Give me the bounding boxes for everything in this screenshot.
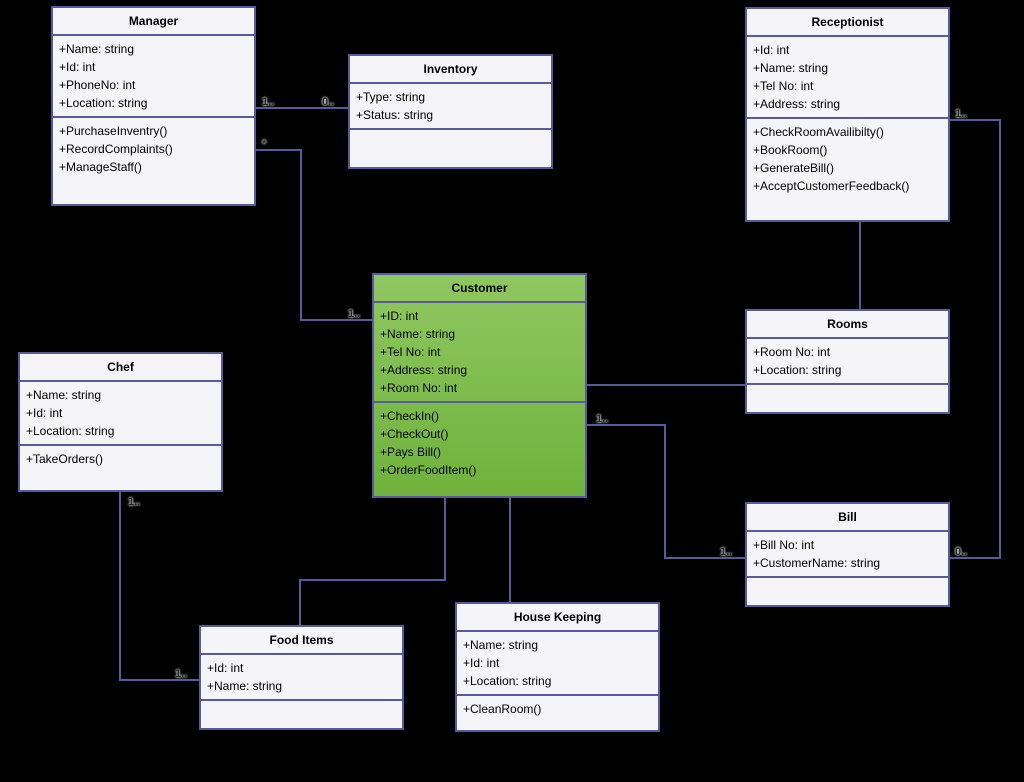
class-methods [747,578,948,604]
multiplicity-label: 1.. [348,308,360,320]
multiplicity-label: * [262,138,266,150]
class-member: +OrderFoodItem() [380,461,579,479]
class-member: +CheckOut() [380,425,579,443]
class-methods [350,130,551,156]
class-attrs: +Name: string+Id: int+PhoneNo: int+Locat… [53,36,254,118]
class-attrs: +Id: int+Name: string [201,655,402,701]
class-chef: Chef +Name: string+Id: int+Location: str… [18,352,223,492]
class-receptionist: Receptionist +Id: int+Name: string+Tel N… [745,7,950,222]
class-rooms: Rooms +Room No: int+Location: string [745,309,950,414]
class-member: +Location: string [463,672,652,690]
class-title: Food Items [201,627,402,655]
class-member: +Location: string [753,361,942,379]
multiplicity-label: 1.. [720,546,732,558]
class-methods [747,385,948,411]
class-title: Bill [747,504,948,532]
multiplicity-label: 1.. [175,668,187,680]
class-customer: Customer +ID: int+Name: string+Tel No: i… [372,273,587,498]
class-member: +Tel No: int [380,343,579,361]
class-member: +Id: int [753,41,942,59]
class-member: +Address: string [380,361,579,379]
class-methods: +PurchaseInventry()+RecordComplaints()+M… [53,118,254,180]
class-member: +Type: string [356,88,545,106]
class-member: +RecordComplaints() [59,140,248,158]
class-member: +PurchaseInventry() [59,122,248,140]
class-fooditems: Food Items +Id: int+Name: string [199,625,404,730]
class-member: +Location: string [26,422,215,440]
class-member: +Name: string [753,59,942,77]
class-member: +ManageStaff() [59,158,248,176]
class-attrs: +Type: string+Status: string [350,84,551,130]
class-title: Inventory [350,56,551,84]
class-member: +BookRoom() [753,141,942,159]
class-attrs: +Bill No: int+CustomerName: string [747,532,948,578]
class-title: House Keeping [457,604,658,632]
multiplicity-label: 0.. [955,546,967,558]
class-member: +TakeOrders() [26,450,215,468]
class-member: +Name: string [26,386,215,404]
class-attrs: +Name: string+Id: int+Location: string [457,632,658,696]
class-methods: +CleanRoom() [457,696,658,722]
class-title: Rooms [747,311,948,339]
class-member: +CustomerName: string [753,554,942,572]
class-attrs: +Name: string+Id: int+Location: string [20,382,221,446]
class-methods [201,701,402,727]
class-member: +Name: string [380,325,579,343]
class-member: +Id: int [463,654,652,672]
class-member: +Location: string [59,94,248,112]
class-attrs: +Room No: int+Location: string [747,339,948,385]
class-member: +PhoneNo: int [59,76,248,94]
class-member: +CheckIn() [380,407,579,425]
class-member: +CheckRoomAvailibilty() [753,123,942,141]
class-member: +Tel No: int [753,77,942,95]
class-member: +Name: string [207,677,396,695]
multiplicity-label: 1.. [596,413,608,425]
multiplicity-label: 0.. [322,96,334,108]
class-member: +Id: int [26,404,215,422]
class-methods: +CheckIn()+CheckOut()+Pays Bill()+OrderF… [374,403,585,483]
class-title: Receptionist [747,9,948,37]
class-member: +Address: string [753,95,942,113]
class-title: Customer [374,275,585,303]
class-manager: Manager +Name: string+Id: int+PhoneNo: i… [51,6,256,206]
class-inventory: Inventory +Type: string+Status: string [348,54,553,169]
diagram-canvas: Manager +Name: string+Id: int+PhoneNo: i… [0,0,1024,782]
class-member: +Room No: int [380,379,579,397]
multiplicity-label: 1.. [955,108,967,120]
class-member: +ID: int [380,307,579,325]
class-methods: +TakeOrders() [20,446,221,472]
class-bill: Bill +Bill No: int+CustomerName: string [745,502,950,607]
class-title: Chef [20,354,221,382]
class-member: +Status: string [356,106,545,124]
class-member: +Bill No: int [753,536,942,554]
class-housekeeping: House Keeping +Name: string+Id: int+Loca… [455,602,660,732]
class-member: +Id: int [207,659,396,677]
class-member: +Id: int [59,58,248,76]
class-title: Manager [53,8,254,36]
class-member: +CleanRoom() [463,700,652,718]
class-member: +AcceptCustomerFeedback() [753,177,942,195]
class-member: +Pays Bill() [380,443,579,461]
class-attrs: +ID: int+Name: string+Tel No: int+Addres… [374,303,585,403]
class-member: +GenerateBill() [753,159,942,177]
class-attrs: +Id: int+Name: string+Tel No: int+Addres… [747,37,948,119]
multiplicity-label: 1.. [262,96,274,108]
class-member: +Room No: int [753,343,942,361]
class-member: +Name: string [463,636,652,654]
multiplicity-label: 1.. [128,496,140,508]
class-member: +Name: string [59,40,248,58]
class-methods: +CheckRoomAvailibilty()+BookRoom()+Gener… [747,119,948,199]
